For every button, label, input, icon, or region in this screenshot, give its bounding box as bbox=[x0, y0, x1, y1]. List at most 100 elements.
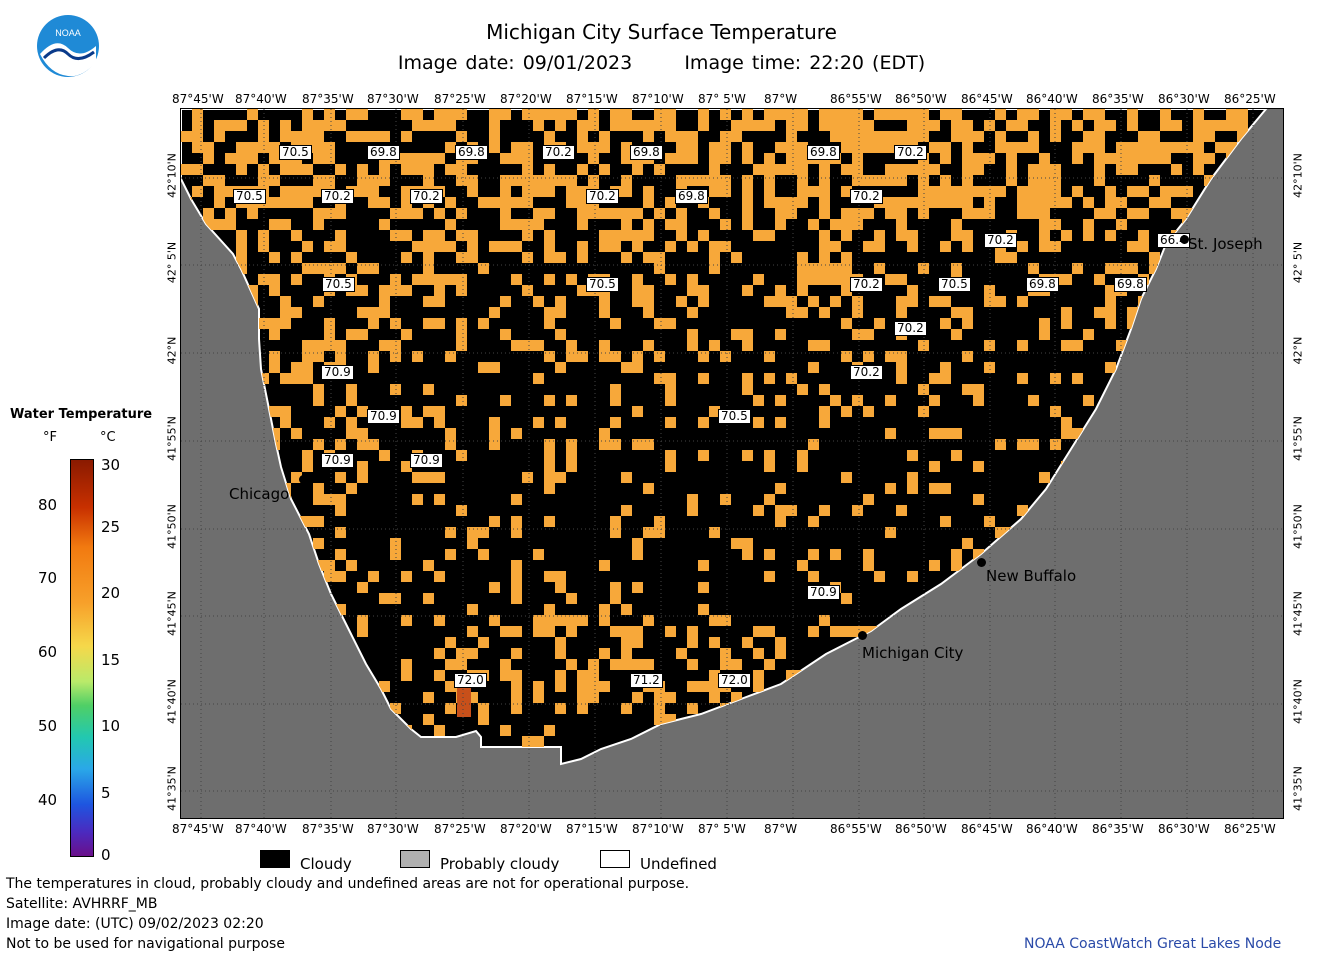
warm-water-cell bbox=[698, 373, 709, 384]
warm-water-cell bbox=[1083, 219, 1094, 230]
city-marker[interactable] bbox=[299, 475, 308, 484]
warm-water-cell bbox=[258, 142, 269, 153]
warm-water-cell bbox=[797, 186, 808, 197]
warm-water-cell bbox=[1028, 263, 1039, 274]
warm-water-cell bbox=[313, 131, 324, 142]
warm-water-cell bbox=[940, 109, 951, 120]
warm-water-cell bbox=[1149, 197, 1160, 208]
warm-water-cell bbox=[951, 428, 962, 439]
warm-water-cell bbox=[1171, 120, 1182, 131]
warm-water-cell bbox=[863, 175, 874, 186]
warm-water-cell bbox=[1006, 164, 1017, 175]
warm-water-cell bbox=[863, 142, 874, 153]
warm-water-cell bbox=[566, 186, 577, 197]
warm-water-cell bbox=[522, 109, 533, 120]
warm-water-cell bbox=[1127, 153, 1138, 164]
warm-water-cell bbox=[962, 318, 973, 329]
warm-water-cell bbox=[742, 109, 753, 120]
warm-water-cell bbox=[302, 131, 313, 142]
city-marker[interactable] bbox=[1180, 235, 1189, 244]
warm-water-cell bbox=[335, 505, 346, 516]
warm-water-cell bbox=[1193, 131, 1204, 142]
warm-water-cell bbox=[445, 351, 456, 362]
warm-water-cell bbox=[577, 285, 588, 296]
warm-water-cell bbox=[841, 164, 852, 175]
warm-water-cell bbox=[687, 637, 698, 648]
warm-water-cell bbox=[610, 318, 621, 329]
city-marker[interactable] bbox=[977, 558, 986, 567]
warm-water-cell bbox=[577, 692, 588, 703]
warm-water-cell bbox=[379, 593, 390, 604]
warm-water-cell bbox=[1072, 340, 1083, 351]
celsius-tick: 20 bbox=[101, 584, 121, 602]
warm-water-cell bbox=[203, 142, 214, 153]
warm-water-cell bbox=[863, 494, 874, 505]
warm-water-cell bbox=[1116, 153, 1127, 164]
city-marker[interactable] bbox=[858, 631, 867, 640]
warm-water-cell bbox=[291, 274, 302, 285]
warm-water-cell bbox=[676, 219, 687, 230]
latitude-label: 41°45'N bbox=[165, 591, 179, 636]
warm-water-cell bbox=[456, 329, 467, 340]
warm-water-cell bbox=[1006, 252, 1017, 263]
warm-water-cell bbox=[599, 230, 610, 241]
warm-water-cell bbox=[764, 230, 775, 241]
warm-water-cell bbox=[951, 549, 962, 560]
warm-water-cell bbox=[313, 263, 324, 274]
warm-water-cell bbox=[467, 692, 478, 703]
warm-water-cell bbox=[1017, 505, 1028, 516]
warm-water-cell bbox=[786, 670, 797, 681]
warm-water-cell bbox=[511, 648, 522, 659]
warm-water-cell bbox=[423, 593, 434, 604]
warm-water-cell bbox=[610, 582, 621, 593]
warm-water-cell bbox=[632, 637, 643, 648]
warm-water-cell bbox=[1105, 307, 1116, 318]
warm-water-cell bbox=[599, 439, 610, 450]
warm-water-cell bbox=[324, 417, 335, 428]
latitude-label: 41°35'N bbox=[165, 766, 179, 811]
warm-water-cell bbox=[511, 219, 522, 230]
warm-water-cell bbox=[764, 450, 775, 461]
warm-water-cell bbox=[357, 329, 368, 340]
warm-water-cell bbox=[709, 186, 720, 197]
warm-water-cell bbox=[1193, 109, 1204, 120]
warm-water-cell bbox=[621, 120, 632, 131]
warm-water-cell bbox=[379, 285, 390, 296]
warm-water-cell bbox=[555, 615, 566, 626]
warm-water-cell bbox=[687, 241, 698, 252]
warm-water-cell bbox=[1017, 120, 1028, 131]
warm-water-cell bbox=[1028, 439, 1039, 450]
warm-water-cell bbox=[478, 549, 489, 560]
warm-water-cell bbox=[280, 373, 291, 384]
warm-water-cell bbox=[313, 120, 324, 131]
warm-water-cell bbox=[819, 230, 830, 241]
warm-water-cell bbox=[1127, 164, 1138, 175]
warm-water-cell bbox=[269, 175, 280, 186]
warm-water-cell bbox=[423, 175, 434, 186]
temperature-value-label: 70.9 bbox=[321, 365, 354, 380]
warm-water-cell bbox=[610, 120, 621, 131]
warm-water-cell bbox=[929, 428, 940, 439]
warm-water-cell bbox=[753, 648, 764, 659]
warm-water-cell bbox=[423, 153, 434, 164]
cloudy-label: Cloudy bbox=[300, 855, 352, 873]
warm-water-cell bbox=[280, 186, 291, 197]
warm-water-cell bbox=[324, 494, 335, 505]
warm-water-cell bbox=[929, 483, 940, 494]
warm-water-cell bbox=[500, 725, 511, 736]
warm-water-cell bbox=[1072, 153, 1083, 164]
warm-water-cell bbox=[269, 285, 280, 296]
temperature-value-label: 70.2 bbox=[542, 145, 575, 160]
warm-water-cell bbox=[335, 340, 346, 351]
warm-water-cell bbox=[951, 186, 962, 197]
warm-water-cell bbox=[852, 395, 863, 406]
warm-water-cell bbox=[533, 692, 544, 703]
warm-water-cell bbox=[841, 131, 852, 142]
warm-water-cell bbox=[577, 208, 588, 219]
warm-water-cell bbox=[874, 230, 885, 241]
map-panel[interactable]: 70.5 69.8 69.8 70.2 69.8 69.8 70.2 70.5 70.2 70.2… bbox=[180, 108, 1284, 819]
warm-water-cell bbox=[280, 417, 291, 428]
temperature-value-label: 69.8 bbox=[807, 145, 840, 160]
warm-water-cell bbox=[973, 131, 984, 142]
warm-water-cell bbox=[313, 142, 324, 153]
